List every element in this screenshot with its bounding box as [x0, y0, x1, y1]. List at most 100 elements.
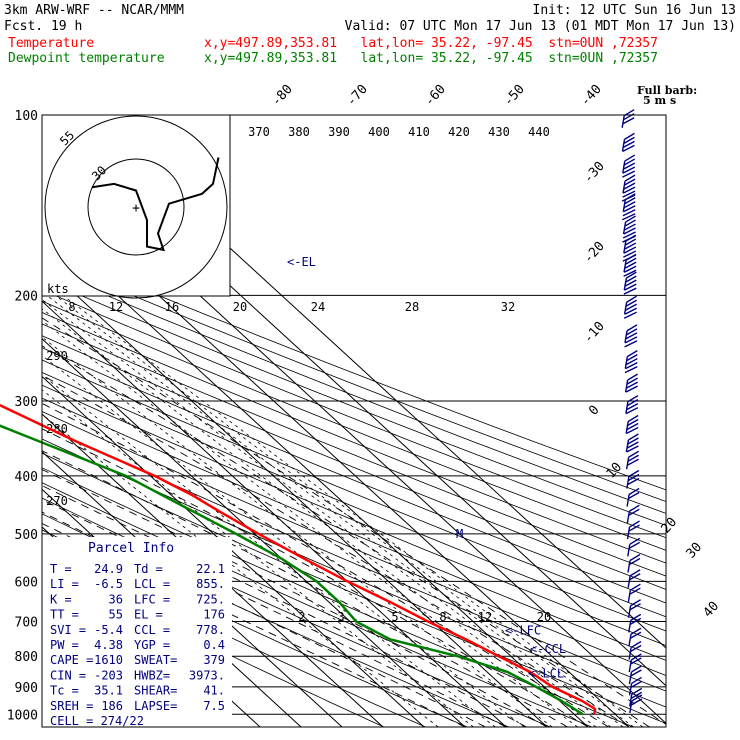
- pressure-tick-label: 800: [15, 650, 38, 665]
- isotherm-tick-label: -40: [578, 82, 605, 109]
- isotherm-line: [42, 300, 507, 727]
- parcel-param-value: 22.1: [196, 562, 225, 576]
- moist-adiabats: [42, 317, 666, 727]
- parcel-param-name: HWBZ=: [134, 668, 170, 682]
- parcel-param-name: LCL =: [134, 577, 170, 591]
- mixing-ratio-tick-label: 2: [298, 610, 305, 624]
- parcel-param-name: LI =: [50, 577, 79, 591]
- level-annotation: M: [456, 527, 463, 541]
- isotherm-tick-label: 10: [604, 460, 626, 482]
- isotherm-tick-label: -30: [581, 159, 608, 186]
- moist-adiabat: [42, 485, 527, 727]
- parcel-cell-motion: CELL = 274/22: [50, 714, 144, 728]
- mixing-ratio-line: [62, 295, 644, 727]
- wind-barb: [622, 154, 636, 178]
- level-annotation: <-LCL: [528, 667, 564, 681]
- parcel-param-value: -6.5: [94, 577, 123, 591]
- theta-e-tick-label: 390: [328, 125, 350, 139]
- moist-adiabat: [42, 374, 630, 727]
- wind-barb: [629, 694, 643, 714]
- wind-barb: [627, 553, 641, 573]
- temperature-legend-label: Temperature: [8, 36, 94, 51]
- parcel-param-value: 0.4: [203, 638, 225, 652]
- pressure-tick-label: 700: [15, 615, 38, 630]
- isotherm-tick-label: 40: [701, 599, 723, 621]
- parcel-param-value: 3973.: [189, 668, 225, 682]
- mixing-ratio-tick-label: 8: [439, 610, 446, 624]
- parcel-info-row: Tc = 35.1 SHEAR= 41.: [50, 684, 225, 698]
- theta-e-tick-label: 430: [488, 125, 510, 139]
- level-annotation: <-CCL: [530, 642, 566, 656]
- parcel-param-name: T =: [50, 562, 72, 576]
- init-time: Init: 12 UTC Sun 16 Jun 13: [533, 3, 737, 18]
- isotherm-line: [42, 413, 384, 727]
- theta-e-tick-label: 440: [528, 125, 550, 139]
- wind-barb: [621, 174, 636, 202]
- sounding-series: [0, 403, 597, 716]
- moist-adiabat: [42, 468, 548, 727]
- mixing-ratio-line: [42, 308, 597, 727]
- wind-barb: [623, 253, 637, 277]
- mixing-ratio-tick-label: 3: [337, 610, 344, 624]
- pressure-tick-label: 500: [15, 528, 38, 543]
- theta-e-tick-label: 420: [448, 125, 470, 139]
- isotherm-tick-label: -20: [581, 239, 608, 266]
- hodograph-ring: [44, 115, 228, 299]
- dry-adiabat: [42, 257, 666, 502]
- wind-barb: [627, 583, 641, 603]
- dry-adiabat: [42, 323, 666, 577]
- plot-frame: [41, 114, 667, 728]
- parcel-param-value: 24.9: [94, 562, 123, 576]
- isotherm-line: [42, 225, 589, 727]
- parcel-param-value: 7.5: [203, 699, 225, 713]
- isotherm-line: [42, 375, 425, 727]
- mixing-ratio-tick-label: 20: [233, 300, 247, 314]
- parcel-param-value: 41.: [203, 684, 225, 698]
- parcel-info-row: CAPE = 1610 SWEAT= 379: [50, 653, 225, 667]
- dry-adiabat: [42, 384, 666, 646]
- hodograph-ring: [87, 158, 185, 256]
- parcel-param-name: SVI =: [50, 623, 86, 637]
- wind-barb: [625, 395, 639, 415]
- wind-barb: [627, 569, 641, 588]
- dry-adiabat: [42, 267, 666, 514]
- wind-barb: [628, 665, 642, 685]
- mixing-ratio-tick-label: 12: [478, 610, 492, 624]
- wind-barb: [628, 613, 642, 633]
- isotherm-tick-label: 0: [586, 403, 602, 419]
- wind-barb: [625, 433, 639, 453]
- parcel-param-value: 36: [109, 592, 123, 606]
- wind-barb: [626, 504, 640, 524]
- parcel-param-value: -5.4: [94, 623, 123, 637]
- forecast-hour: Fcst. 19 h: [4, 19, 82, 34]
- isotherm-tick-label: -50: [501, 82, 528, 109]
- dry-adiabat: [42, 424, 666, 692]
- wind-barb: [624, 373, 638, 393]
- parcel-info-row: T = 24.9 Td = 22.1: [50, 562, 225, 576]
- parcel-param-value: 1610: [94, 653, 123, 667]
- mixing-ratio-tick-label: 8: [68, 300, 75, 314]
- parcel-info-row: SVI = -5.4 CCL = 778.: [50, 623, 225, 637]
- dry-adiabat: [42, 278, 666, 526]
- wind-barb: [625, 414, 639, 435]
- hodograph-trace: [91, 157, 220, 252]
- parcel-info-row: SREH = 186 LAPSE= 7.5: [50, 699, 225, 713]
- mixing-ratio-tick-label: 12: [109, 300, 123, 314]
- parcel-param-name: Td =: [134, 562, 163, 576]
- wind-barb: [623, 271, 637, 295]
- mixing-ratio-tick-label: 5: [391, 610, 398, 624]
- theta-tick-label: 290: [46, 349, 68, 363]
- wind-barb: [621, 109, 635, 128]
- parcel-param-name: YGP =: [134, 638, 170, 652]
- parcel-param-name: LFC =: [134, 592, 170, 606]
- moist-adiabat: [42, 317, 666, 725]
- wind-barb: [621, 193, 636, 221]
- parcel-param-value: 55: [109, 608, 123, 622]
- parcel-param-value: 379: [203, 653, 225, 667]
- level-annotation: <-EL: [287, 255, 316, 269]
- temperature-legend-info: x,y=497.89,353.81 lat,lon= 35.22, -97.45…: [204, 36, 658, 51]
- theta-e-tick-label: 370: [248, 125, 270, 139]
- wind-barb: [624, 350, 638, 374]
- wind-barb: [621, 132, 635, 153]
- parcel-info-panel: Parcel Info T = 24.9 Td = 22.1 LI = -6.5 LCL =…: [42, 537, 232, 728]
